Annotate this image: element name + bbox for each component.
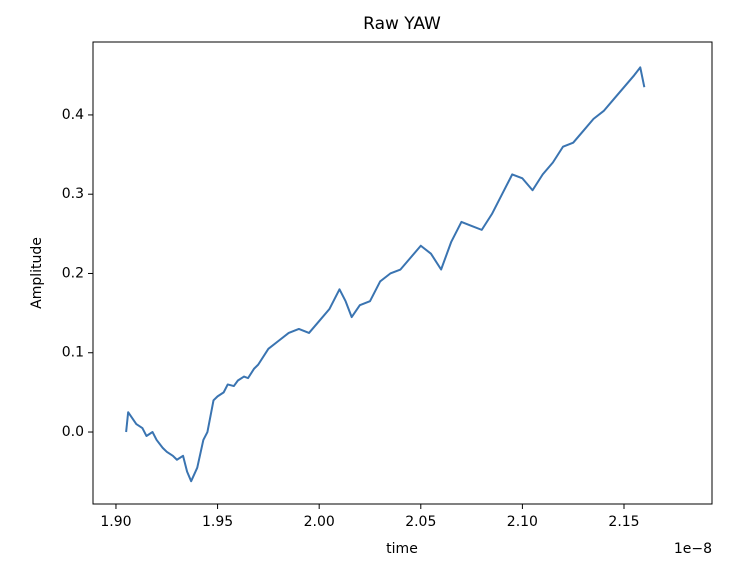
y-tick-label: 0.0: [62, 424, 84, 440]
y-axis-label: Amplitude: [29, 237, 45, 309]
x-tick-label: 1.95: [202, 514, 233, 530]
y-tick-label: 0.2: [62, 265, 84, 281]
x-tick-label: 2.00: [304, 514, 335, 530]
y-tick-label: 0.3: [62, 186, 84, 202]
x-tick-label: 2.10: [507, 514, 538, 530]
plot-frame: [92, 41, 713, 505]
data-line: [125, 66, 646, 483]
x-tick-label: 2.15: [608, 514, 639, 530]
y-tick-label: 0.1: [62, 345, 84, 361]
x-tick-label: 1.90: [100, 514, 131, 530]
chart-title: Raw YAW: [363, 14, 441, 34]
x-tick-label: 2.05: [405, 514, 436, 530]
x-offset-label: 1e−8: [674, 541, 712, 557]
x-axis-label: time: [386, 541, 418, 557]
y-tick-label: 0.4: [62, 107, 84, 123]
